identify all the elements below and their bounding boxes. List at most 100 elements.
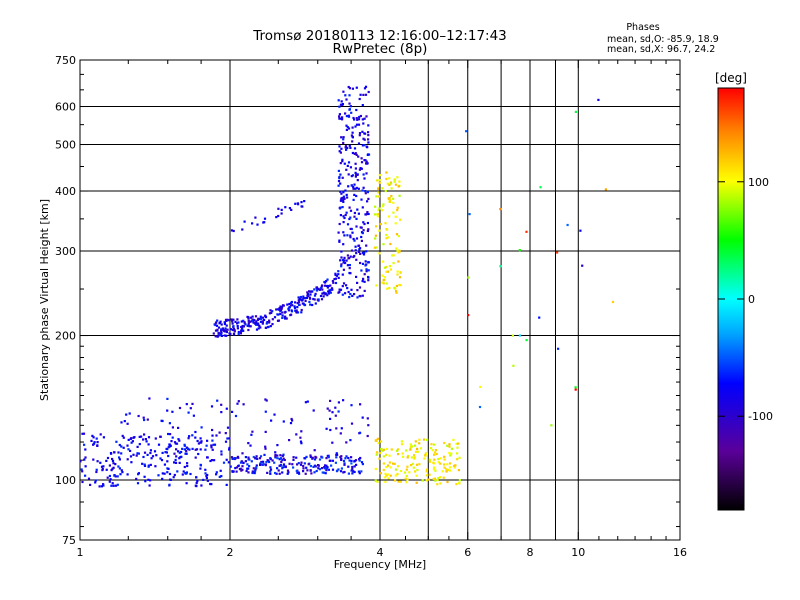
echo-point: [248, 320, 251, 323]
echo-point: [248, 458, 251, 461]
echo-point: [91, 434, 94, 437]
echo-point: [396, 206, 399, 209]
echo-point: [251, 222, 254, 225]
echo-point: [235, 470, 238, 473]
echo-point: [366, 191, 369, 194]
echo-point: [394, 468, 398, 471]
echo-point: [81, 470, 84, 473]
echo-point: [84, 465, 87, 468]
echo-point: [347, 472, 350, 475]
echo-point: [168, 483, 171, 486]
y-tick-label: 100: [55, 474, 76, 487]
echo-point: [349, 146, 352, 149]
echo-point: [381, 187, 384, 190]
echo-point: [303, 457, 306, 460]
echo-point: [345, 124, 348, 127]
echo-point: [237, 321, 240, 324]
echo-point: [110, 469, 113, 472]
echo-point: [386, 270, 390, 273]
echo-point: [236, 322, 239, 325]
echo-point: [367, 131, 370, 134]
echo-point: [345, 441, 348, 444]
echo-point: [346, 126, 349, 129]
echo-point: [363, 87, 367, 90]
echo-point: [375, 284, 378, 287]
echo-point: [277, 214, 280, 218]
echo-point: [288, 207, 291, 210]
echo-point: [348, 144, 351, 147]
echo-point: [251, 318, 254, 321]
echo-point: [360, 198, 363, 201]
echo-point: [248, 465, 251, 468]
echo-point: [130, 437, 133, 440]
echo-point: [148, 397, 151, 400]
echo-point: [253, 472, 256, 475]
echo-point: [365, 244, 368, 247]
echo-point: [359, 456, 362, 460]
y-tick-label: 400: [55, 185, 76, 198]
echo-point: [374, 237, 377, 240]
echo-point: [303, 303, 307, 307]
echo-point: [199, 467, 202, 470]
echo-point: [271, 459, 274, 462]
echo-point: [396, 270, 399, 273]
echo-point: [385, 171, 388, 174]
echo-point: [276, 454, 279, 457]
echo-point: [175, 448, 178, 451]
echo-point: [366, 417, 369, 420]
echo-point: [353, 460, 356, 463]
echo-point: [374, 467, 377, 471]
echo-point: [456, 458, 459, 461]
echo-point: [259, 320, 263, 323]
echo-point: [434, 449, 438, 452]
echo-point: [161, 477, 164, 480]
echo-point: [300, 442, 303, 445]
echo-point: [291, 463, 294, 466]
echo-point: [342, 141, 345, 145]
echo-point: [295, 469, 298, 473]
echo-point: [365, 160, 368, 163]
axis-ticks: 1 2 4 6 8 10 16 75 100 200 300 400 500 600 750: [55, 54, 687, 559]
echo-point: [196, 480, 199, 483]
echo-point: [339, 182, 342, 185]
echo-point: [242, 319, 245, 322]
echo-point: [392, 462, 395, 465]
echo-point: [194, 448, 197, 451]
echo-point: [275, 308, 278, 311]
echo-point: [378, 179, 381, 182]
echo-point: [389, 466, 392, 469]
echo-point: [359, 167, 362, 170]
echo-point: [247, 323, 250, 327]
echo-point: [456, 446, 459, 449]
echo-point: [395, 290, 398, 293]
echo-point: [329, 417, 332, 420]
echo-point: [231, 320, 234, 323]
phase-header: Phases: [626, 22, 659, 33]
echo-point: [430, 443, 433, 446]
echo-point: [351, 465, 354, 469]
echo-point: [218, 321, 222, 324]
echo-point: [225, 407, 228, 410]
echo-point: [301, 302, 304, 305]
echo-point: [448, 445, 451, 448]
echo-point: [434, 479, 437, 482]
echo-point: [354, 171, 357, 174]
echo-point: [200, 426, 203, 429]
echo-point: [339, 117, 342, 120]
echo-point: [339, 470, 343, 473]
echo-point: [386, 228, 389, 231]
echo-point: [389, 268, 392, 271]
echo-point: [277, 319, 280, 322]
echo-point: [293, 305, 296, 308]
echo-point: [294, 301, 297, 304]
echo-point: [376, 179, 379, 182]
echo-point: [342, 459, 346, 463]
echo-point: [290, 417, 293, 421]
echo-point: [247, 316, 250, 319]
echo-point: [264, 326, 267, 329]
echo-point: [153, 450, 157, 453]
echo-point: [232, 470, 235, 473]
echo-point: [282, 463, 286, 466]
echo-point: [269, 470, 272, 473]
echo-point: [352, 237, 355, 241]
